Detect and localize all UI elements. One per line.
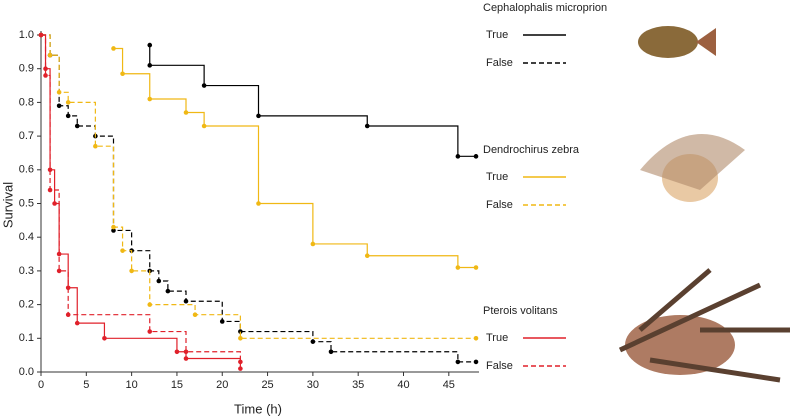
x-tick-label: 5 [83,379,89,391]
event-dot [147,96,153,102]
event-dot [147,63,153,68]
legend-title: Cephalophalis microprion [483,2,607,14]
event-dot [455,265,461,270]
y-tick-label: 1.0 [19,29,34,41]
event-dot [473,265,479,270]
event-dot [120,71,125,77]
event-dot [47,187,53,193]
event-dot [111,46,116,51]
event-dot [238,329,243,334]
event-dot [47,167,53,173]
event-dot [156,278,162,284]
event-dot [129,268,134,274]
legend-title: Dendrochirus zebra [483,144,580,156]
y-tick-label: 0.7 [19,130,34,142]
event-dot [192,312,198,318]
y-tick-label: 0.0 [19,366,34,378]
event-dot [56,268,62,274]
event-dot [65,312,71,318]
event-dot [455,359,461,365]
event-dot [183,349,189,355]
event-dot [238,359,243,365]
event-dot [93,143,98,149]
event-dot [120,248,125,253]
x-tick-label: 30 [307,379,319,391]
x-tick-label: 35 [352,379,364,391]
legend-label: True [486,171,508,183]
event-dot [111,224,116,230]
fish-illustrations [618,26,790,383]
legend-title: Pterois volitans [483,305,558,317]
survival-line [41,34,241,362]
event-dot [74,320,80,326]
x-tick-label: 10 [126,379,138,391]
survival-line [41,34,476,339]
event-dot [310,339,316,344]
y-tick-label: 0.1 [19,332,34,344]
y-tick-label: 0.3 [19,265,34,277]
y-axis-label: Survival [0,182,15,228]
event-dot [56,251,62,257]
event-dot [183,298,189,304]
event-dot [183,110,189,115]
legend-label: True [486,332,508,344]
event-dot [201,83,207,88]
x-tick-label: 40 [397,379,409,391]
y-tick-label: 0.8 [19,96,34,108]
event-dot [364,123,370,129]
event-dot [147,329,153,334]
event-dot [219,319,225,324]
survival-line [113,47,476,269]
x-tick-label: 45 [443,379,455,391]
x-tick-label: 0 [38,379,44,391]
event-dot [328,349,334,355]
event-dot [256,201,261,206]
event-dot [147,302,153,307]
event-dot [65,285,71,291]
event-dot [455,154,461,159]
event-dot [47,52,53,58]
event-dot [111,228,116,233]
event-dot [183,356,189,361]
x-axis-label: Time (h) [234,401,282,416]
event-dot [310,241,316,247]
event-dot [102,336,107,341]
event-dot [56,89,62,95]
event-dot [65,113,71,119]
y-tick-label: 0.4 [19,231,34,243]
x-tick-label: 25 [261,379,273,391]
event-dot [364,253,370,259]
event-dot [256,113,261,119]
survival-line [149,45,476,157]
event-dot [43,66,48,71]
legend-label: True [486,29,508,41]
event-dot [174,349,180,355]
event-dot [65,100,71,105]
legend-label: False [486,360,513,372]
event-dot [201,123,207,129]
y-tick-label: 0.9 [19,63,34,75]
event-dot [238,366,243,371]
event-dot [38,32,44,38]
y-tick-label: 0.5 [19,197,34,209]
event-dot [56,103,62,109]
event-dot [147,42,153,48]
legend-label: False [486,57,513,69]
event-dot [473,359,479,365]
event-dot [165,288,171,294]
event-dot [473,154,479,159]
event-dot [43,73,48,78]
y-tick-label: 0.6 [19,164,34,176]
x-tick-label: 20 [216,379,228,391]
x-tick-label: 15 [171,379,183,391]
event-dot [74,123,80,129]
event-dot [52,201,57,206]
legend-label: False [486,199,513,211]
event-dot [238,336,243,341]
y-tick-label: 0.2 [19,299,34,311]
event-dot [473,336,479,341]
